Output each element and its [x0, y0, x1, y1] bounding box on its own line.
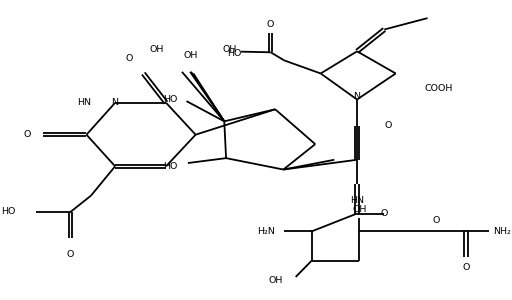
Text: HO: HO: [163, 95, 178, 104]
Text: H₂N: H₂N: [258, 227, 275, 236]
Text: O: O: [462, 263, 470, 272]
Text: O: O: [126, 54, 133, 63]
Text: O: O: [380, 209, 388, 218]
Text: HO: HO: [227, 50, 241, 58]
Text: OH: OH: [268, 276, 283, 285]
Text: OH: OH: [150, 44, 164, 53]
Text: OH: OH: [352, 205, 367, 214]
Text: O: O: [267, 20, 274, 29]
Text: O: O: [385, 121, 392, 130]
Text: HO: HO: [163, 162, 178, 171]
Text: HN: HN: [77, 98, 91, 107]
Text: HN: HN: [350, 196, 364, 205]
Text: N: N: [112, 98, 119, 107]
Text: OH: OH: [184, 51, 198, 60]
Text: N: N: [354, 92, 360, 101]
Text: NH₂: NH₂: [494, 227, 511, 236]
Text: OH: OH: [223, 44, 237, 53]
Text: COOH: COOH: [425, 84, 453, 93]
Text: HO: HO: [2, 207, 16, 216]
Text: O: O: [24, 130, 31, 139]
Text: O: O: [433, 216, 440, 225]
Text: O: O: [67, 250, 74, 259]
